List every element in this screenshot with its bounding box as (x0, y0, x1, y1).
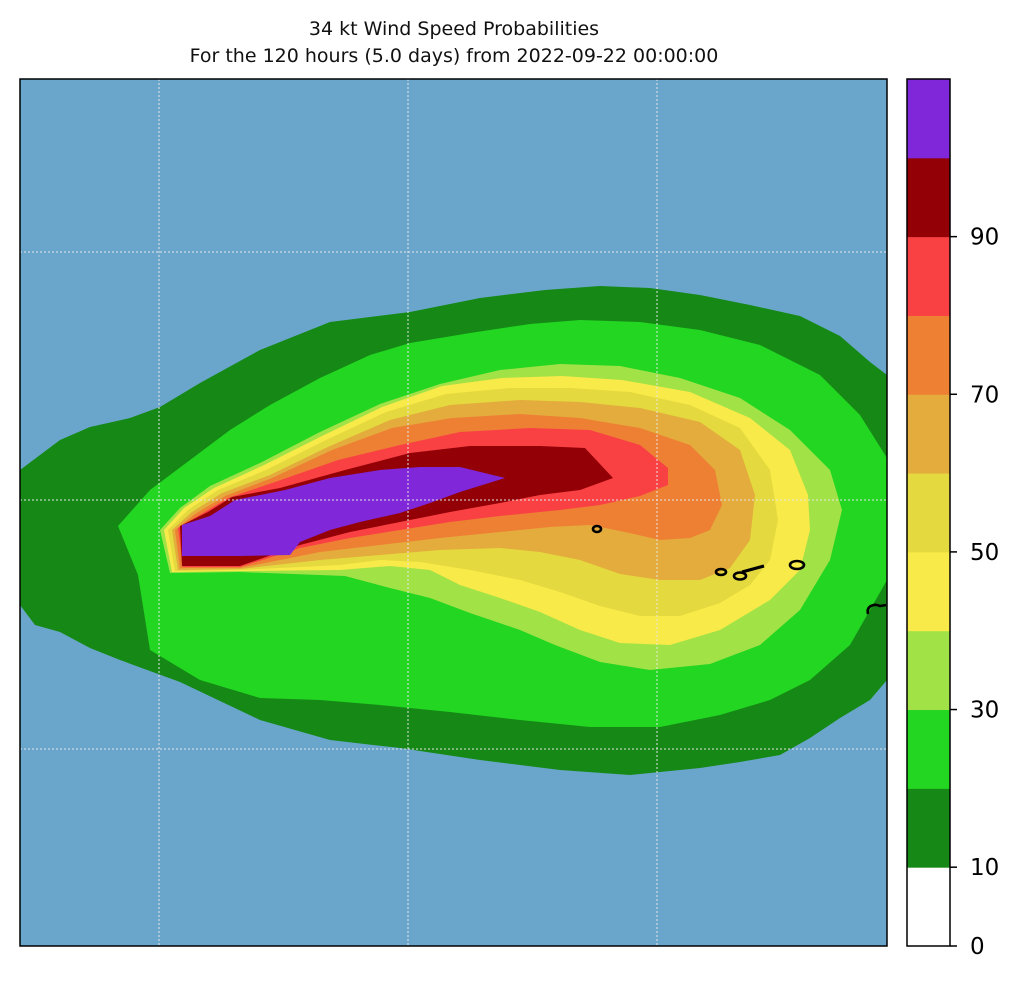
colorbar-ticks: 0 10 30 50 70 90 (950, 225, 999, 960)
colorbar-band-30 (907, 630, 950, 711)
colorbar-tick-label: 30 (970, 698, 999, 724)
colorbar-frame (906, 78, 951, 947)
colorbar-band-50 (907, 473, 950, 553)
colorbar-tick-label: 10 (970, 855, 999, 881)
colorbar-band-90 (907, 157, 950, 238)
colorbar-band-100 (907, 79, 950, 159)
map-frame (19, 78, 888, 947)
map-area (20, 79, 887, 946)
chart-title: 34 kt Wind Speed Probabilities (308, 18, 600, 40)
contour-rings (591, 524, 887, 615)
colorbar-tick-label: 0 (970, 934, 985, 960)
chart-subtitle: For the 120 hours (5.0 days) from 2022-0… (189, 45, 719, 67)
colorbar-band-10 (907, 788, 950, 868)
colorbar-tick-label: 90 (970, 225, 999, 251)
colorbar-band-80 (907, 236, 950, 316)
colorbar-tick-label: 70 (970, 382, 999, 408)
colorbar-tick-label: 50 (970, 540, 999, 566)
colorbar-band-0 (907, 867, 950, 947)
colorbar (907, 79, 950, 947)
colorbar-band-20 (907, 709, 950, 789)
colorbar-band-60 (907, 394, 950, 474)
colorbar-band-70 (907, 315, 950, 395)
colorbar-band-40 (907, 551, 950, 632)
gridlines (20, 79, 887, 946)
contour-band-100 (182, 467, 505, 556)
